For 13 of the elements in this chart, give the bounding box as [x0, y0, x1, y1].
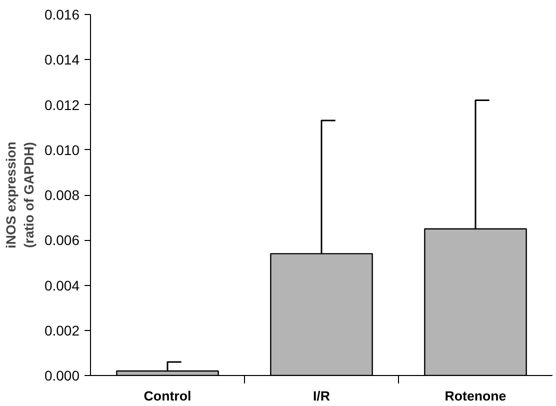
x-tick-label: I/R: [312, 388, 330, 404]
y-axis-title: iNOS expression (ratio of GAPDH): [3, 142, 36, 248]
x-tick-label: Rotenone: [444, 388, 506, 404]
y-tick-label: 0.000: [44, 368, 80, 384]
y-tick-label: 0.004: [44, 277, 80, 294]
y-tick-label: 0.006: [44, 232, 80, 248]
y-tick-label: 0.010: [44, 142, 80, 158]
y-tick-label: 0.012: [44, 96, 80, 113]
y-tick-label: 0.008: [44, 187, 80, 203]
y-tick-label: 0.014: [44, 52, 80, 68]
y-tick-label: 0.002: [44, 322, 80, 338]
x-tick-label: Control: [144, 388, 192, 404]
y-tick-label: 0.016: [44, 6, 80, 22]
